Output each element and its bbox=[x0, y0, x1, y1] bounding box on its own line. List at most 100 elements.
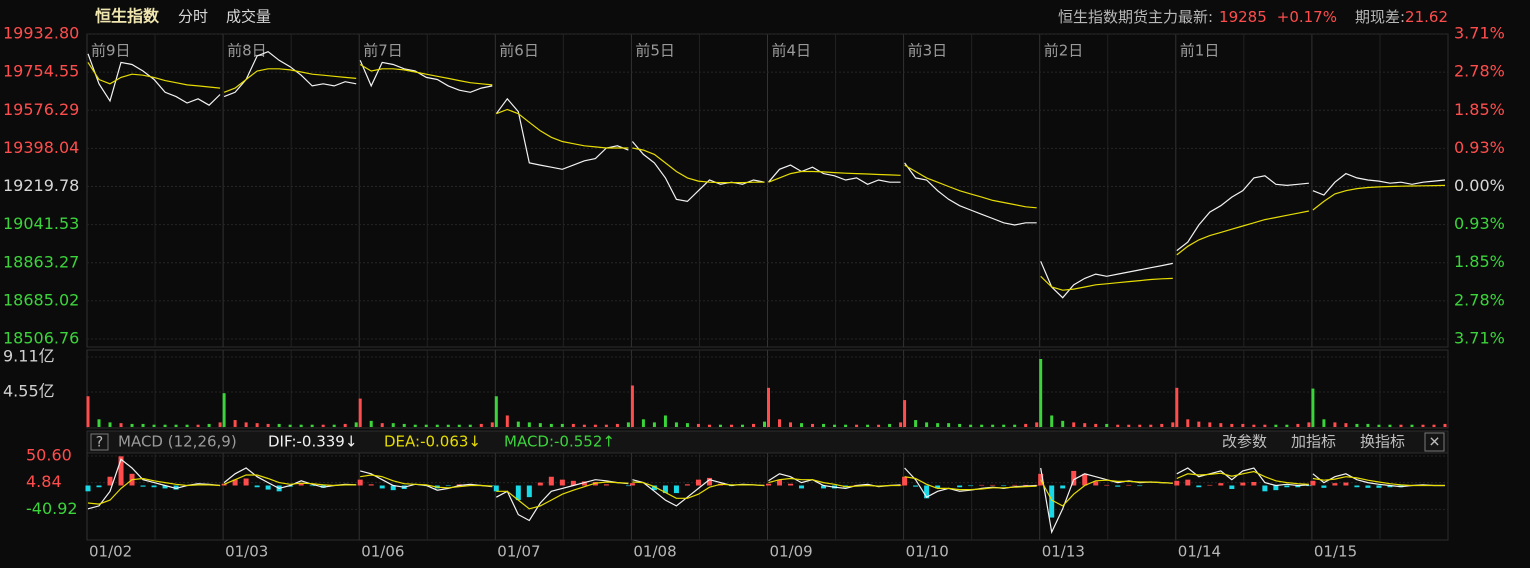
macd-bar bbox=[1071, 470, 1077, 486]
volume-bar bbox=[402, 423, 406, 427]
volume-bar bbox=[1094, 423, 1098, 427]
y2-tick-label: 3.71% bbox=[1454, 24, 1505, 43]
macd-bar bbox=[821, 485, 827, 489]
volume-bar bbox=[866, 424, 870, 427]
macd-bar bbox=[96, 485, 102, 488]
y-tick-label: 19932.80 bbox=[3, 24, 79, 43]
macd-bar bbox=[1321, 485, 1327, 488]
volume-bar bbox=[674, 422, 678, 427]
y-tick-label: 9.11亿 bbox=[3, 347, 55, 366]
close-button[interactable]: ✕ bbox=[1429, 435, 1441, 451]
macd-bar bbox=[265, 485, 271, 490]
volume-bar bbox=[1230, 423, 1234, 427]
chart-title[interactable]: 恒生指数 bbox=[95, 7, 160, 26]
volume-bar bbox=[969, 424, 973, 427]
volume-bar bbox=[1083, 423, 1087, 427]
macd-bar bbox=[799, 485, 805, 489]
volume-bar bbox=[457, 424, 461, 427]
x-tick-label: 01/02 bbox=[89, 543, 132, 561]
futures-info: 恒生指数期货主力最新: 19285 +0.17% 期现差:21.62 bbox=[1058, 8, 1448, 26]
macd-bar bbox=[1376, 485, 1382, 488]
volume-bar bbox=[549, 423, 553, 427]
volume-bar bbox=[1050, 415, 1054, 427]
help[interactable]: ? bbox=[96, 435, 103, 451]
volume-bar bbox=[435, 424, 439, 427]
volume-bar bbox=[652, 422, 656, 427]
day-label: 前5日 bbox=[635, 42, 675, 60]
y-tick-label: 19576.29 bbox=[3, 100, 79, 119]
volume-bar bbox=[479, 423, 483, 427]
macd-bar bbox=[1115, 485, 1121, 487]
series-line bbox=[360, 474, 493, 489]
help-box[interactable] bbox=[90, 433, 109, 451]
volume-bar bbox=[446, 424, 450, 427]
volume-bar bbox=[685, 423, 689, 427]
volume-bar bbox=[516, 421, 520, 427]
volume-bar bbox=[288, 424, 292, 427]
macd-bar bbox=[1093, 481, 1099, 486]
volume-bar bbox=[196, 424, 200, 427]
x-tick-label: 01/10 bbox=[906, 543, 949, 561]
volume-bar bbox=[1138, 424, 1142, 427]
close-box[interactable] bbox=[1424, 432, 1445, 452]
macd-bar bbox=[990, 484, 996, 486]
macd-bar bbox=[1310, 480, 1316, 486]
volume-bar bbox=[391, 423, 395, 427]
macd-bar bbox=[368, 484, 374, 486]
macd-bar bbox=[1034, 484, 1040, 486]
toolbar-button[interactable]: 改参数 bbox=[1222, 433, 1267, 451]
macd-bar bbox=[1284, 485, 1290, 488]
macd-bar bbox=[957, 485, 963, 488]
volume-bar bbox=[1219, 423, 1223, 427]
volume-bar bbox=[332, 424, 336, 427]
toolbar-button[interactable]: 换指标 bbox=[1360, 433, 1405, 451]
macd-bar bbox=[526, 485, 532, 498]
series-line bbox=[87, 477, 221, 505]
volume-bar bbox=[310, 424, 314, 427]
macd-bar bbox=[777, 479, 783, 486]
volume-bar bbox=[152, 424, 156, 427]
volume-bar bbox=[1285, 424, 1289, 427]
macd-bar bbox=[662, 485, 668, 494]
macd-bar bbox=[695, 479, 701, 486]
volume-bar bbox=[663, 415, 667, 427]
macd-bar bbox=[445, 485, 451, 487]
day-label: 前1日 bbox=[1180, 42, 1220, 60]
volume-bar bbox=[321, 424, 325, 427]
y2-tick-label: 3.71% bbox=[1454, 329, 1505, 348]
series-line bbox=[496, 479, 629, 522]
x-tick-label: 01/06 bbox=[361, 543, 404, 561]
volume-bar bbox=[571, 423, 575, 427]
macd-bar bbox=[1295, 485, 1301, 488]
macd-bar bbox=[173, 485, 179, 490]
volume-bar bbox=[593, 424, 597, 427]
volume-bar bbox=[767, 387, 770, 427]
series-line bbox=[496, 481, 629, 510]
volume-bar bbox=[299, 424, 303, 427]
volume-bar bbox=[980, 424, 984, 427]
macd-bar bbox=[232, 479, 238, 486]
y-tick-label: -40.92 bbox=[26, 499, 78, 518]
futures-price: 19285 bbox=[1219, 8, 1267, 26]
volume-bar bbox=[163, 424, 167, 427]
volume-bar bbox=[991, 424, 995, 427]
volume-bar bbox=[1171, 422, 1175, 427]
volume-bar bbox=[527, 422, 531, 427]
volume-bar bbox=[1432, 424, 1436, 427]
volume-bar bbox=[1061, 420, 1065, 427]
macd-bar bbox=[1023, 484, 1029, 486]
toolbar-button[interactable]: 加指标 bbox=[1291, 433, 1336, 451]
volume-bar bbox=[958, 423, 962, 427]
volume-bar bbox=[641, 419, 645, 427]
volume-bar bbox=[789, 422, 793, 427]
tab[interactable]: 分时 bbox=[178, 8, 208, 26]
volume-bar bbox=[119, 423, 123, 427]
volume-bar bbox=[1039, 358, 1043, 427]
macd-bar bbox=[581, 481, 587, 486]
macd-bar bbox=[913, 485, 919, 487]
day-label: 前4日 bbox=[772, 42, 812, 60]
y-tick-label: 18685.02 bbox=[3, 290, 79, 309]
volume-bar bbox=[108, 422, 112, 427]
tab[interactable]: 成交量 bbox=[226, 8, 271, 26]
